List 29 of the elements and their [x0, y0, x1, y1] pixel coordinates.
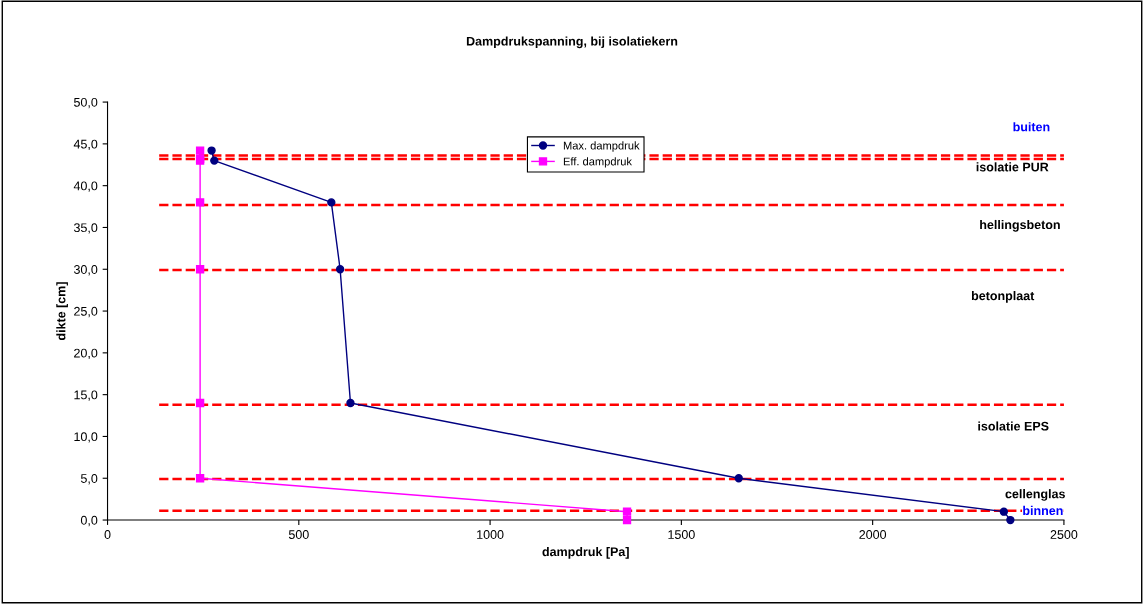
x-tick-label: 2000 [859, 530, 887, 539]
x-tick-label: 0 [104, 530, 111, 539]
annotation: buiten [1013, 122, 1050, 132]
legend-label: Eff. dampdruk [563, 157, 632, 168]
annotation: cellenglas [1005, 489, 1065, 501]
y-tick-label: 25,0 [74, 306, 98, 318]
y-tick-label: 50,0 [73, 97, 98, 109]
y-tick-label: 5,0 [80, 474, 98, 485]
annotation: isolatie EPS [978, 421, 1049, 431]
y-tick-label: 40,0 [73, 181, 98, 192]
y-tick-label: 35,0 [73, 223, 98, 234]
y-tick-label: 15,0 [74, 390, 98, 401]
x-axis-title: dampdruk [Pa] [542, 546, 629, 559]
annotation: hellingsbeton [980, 219, 1060, 232]
x-tick-label: 2500 [1050, 530, 1078, 539]
y-axis-title: dikte [cm] [56, 282, 68, 341]
y-tick-label: 20,0 [74, 348, 98, 359]
x-tick-label: 1500 [668, 530, 695, 539]
chart-title: Dampdrukspanning, bij isolatiekern [466, 36, 678, 49]
y-tick-label: 10,0 [74, 432, 98, 443]
annotation: isolatie PUR [976, 162, 1049, 172]
y-tick-label: 45,0 [73, 139, 98, 150]
annotation: betonplaat [971, 291, 1035, 303]
y-tick-label: 30,0 [73, 265, 98, 276]
annotation: binnen [1023, 505, 1063, 516]
y-tick-label: 0,0 [80, 515, 98, 527]
x-tick-label: 500 [288, 530, 309, 539]
legend-label: Max. dampdruk [563, 141, 640, 152]
x-tick-label: 1000 [477, 530, 504, 539]
